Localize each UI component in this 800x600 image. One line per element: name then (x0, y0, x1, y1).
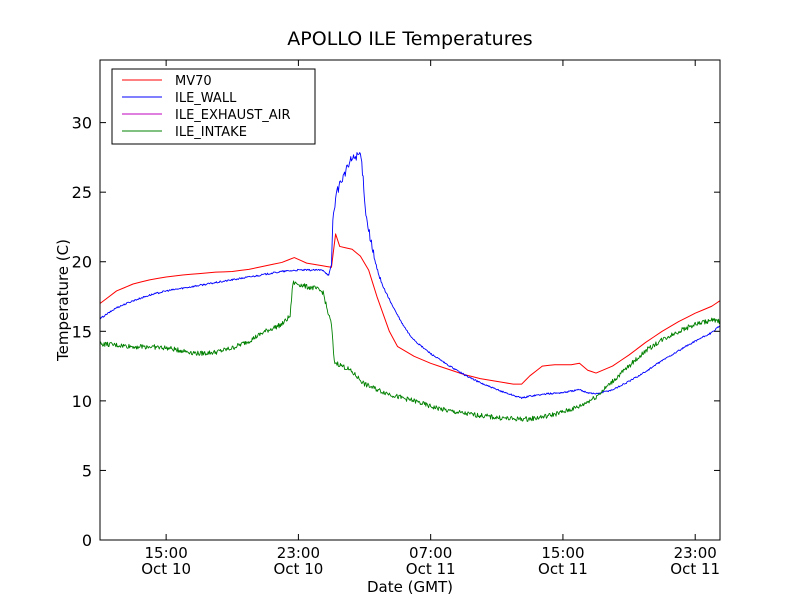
y-tick-label: 15 (72, 322, 92, 341)
x-tick-date-label: Oct 11 (670, 560, 720, 578)
legend-label-ile-intake: ILE_INTAKE (175, 125, 247, 140)
x-tick-date-label: Oct 11 (406, 560, 456, 578)
series-line-ile-wall (99, 152, 721, 399)
legend-label-ile-exhaust-air: ILE_EXHAUST_AIR (175, 108, 291, 123)
series-line-ile-intake (99, 280, 721, 422)
chart-title: APOLLO ILE Temperatures (287, 28, 532, 50)
plot-frame (99, 59, 721, 541)
y-tick-label: 30 (72, 114, 92, 133)
x-tick-time-label: 23:00 (277, 544, 320, 562)
legend-box (111, 68, 316, 145)
legend-label-ile-wall: ILE_WALL (175, 91, 237, 106)
x-tick-date-label: Oct 11 (538, 560, 588, 578)
y-tick-label: 0 (82, 531, 92, 550)
x-tick-time-label: 15:00 (541, 544, 584, 562)
y-axis-label: Temperature (C) (54, 239, 72, 362)
x-tick-time-label: 15:00 (145, 544, 188, 562)
y-tick-label: 25 (72, 183, 92, 202)
legend: MV70 ILE_WALL ILE_EXHAUST_AIR ILE_INTAKE (111, 68, 316, 145)
x-tick-date-label: Oct 10 (274, 560, 324, 578)
series-line-mv70 (99, 233, 721, 385)
y-tick-label: 20 (72, 253, 92, 272)
x-tick-date-label: Oct 10 (141, 560, 191, 578)
series-layer (99, 152, 721, 422)
x-tick-time-label: 07:00 (409, 544, 452, 562)
x-axis-label: Date (GMT) (367, 578, 453, 596)
y-tick-label: 5 (82, 461, 92, 480)
legend-label-mv70: MV70 (175, 74, 212, 89)
x-tick-time-label: 23:00 (674, 544, 717, 562)
y-tick-label: 10 (72, 392, 92, 411)
